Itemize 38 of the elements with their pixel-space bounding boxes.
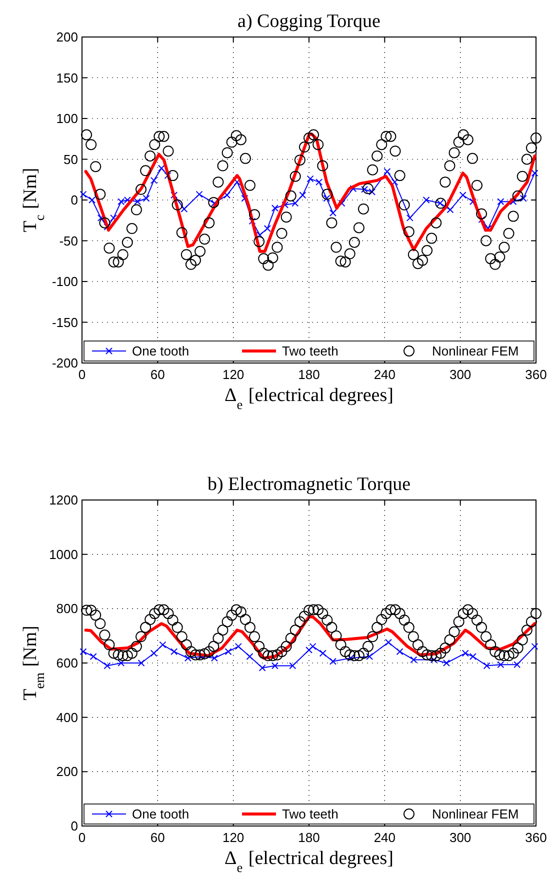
legend-label: Nonlinear FEM (432, 344, 519, 358)
y-tick-label: 600 (56, 656, 78, 670)
x-tick-label: 240 (374, 830, 396, 845)
y-tick-label: 1000 (49, 546, 78, 562)
chart-title: a) Cogging Torque (238, 11, 380, 32)
y-tick-label: -50 (59, 233, 78, 248)
x-tick-label: 300 (449, 830, 472, 845)
legend-label: One tooth (132, 806, 190, 822)
x-tick-label: 120 (222, 367, 244, 382)
x-tick-label: 180 (298, 367, 320, 382)
x-tick-label: 60 (150, 830, 165, 845)
x-tick-label: 360 (525, 830, 547, 845)
y-tick-label: 50 (64, 152, 78, 167)
y-tick-label: 0 (70, 818, 78, 834)
x-axis-title: Δ$_{e}$ [electrical degrees] (224, 848, 394, 874)
y-tick-label: -200 (52, 356, 78, 370)
y-tick-label: 800 (56, 601, 78, 616)
x-axis-title: Δ$_{e}$ [electrical degrees] (224, 385, 394, 412)
x-tick-label: 240 (374, 367, 396, 382)
x-tick-label: 180 (298, 830, 320, 845)
y-tick-label: 150 (56, 70, 78, 86)
x-tick-label: 120 (222, 830, 244, 845)
legend-label: One tooth (132, 344, 190, 358)
legend-label: Two teeth (282, 806, 338, 822)
y-tick-label: -100 (52, 274, 78, 289)
chart-title: b) Electromagnetic Torque (207, 474, 411, 495)
y-tick-label: 100 (56, 111, 78, 126)
y-tick-label: 400 (56, 710, 78, 725)
legend-label: Nonlinear FEM (432, 806, 519, 822)
x-tick-label: 300 (449, 367, 472, 382)
y-tick-label: -150 (52, 314, 78, 330)
y-tick-label: 0 (70, 192, 78, 208)
y-tick-label: 200 (56, 30, 78, 44)
legend-label: Two teeth (282, 344, 338, 358)
x-tick-label: 360 (525, 367, 547, 382)
y-tick-label: 1200 (49, 492, 78, 508)
x-tick-label: 60 (150, 367, 165, 382)
y-tick-label: 200 (56, 764, 78, 780)
